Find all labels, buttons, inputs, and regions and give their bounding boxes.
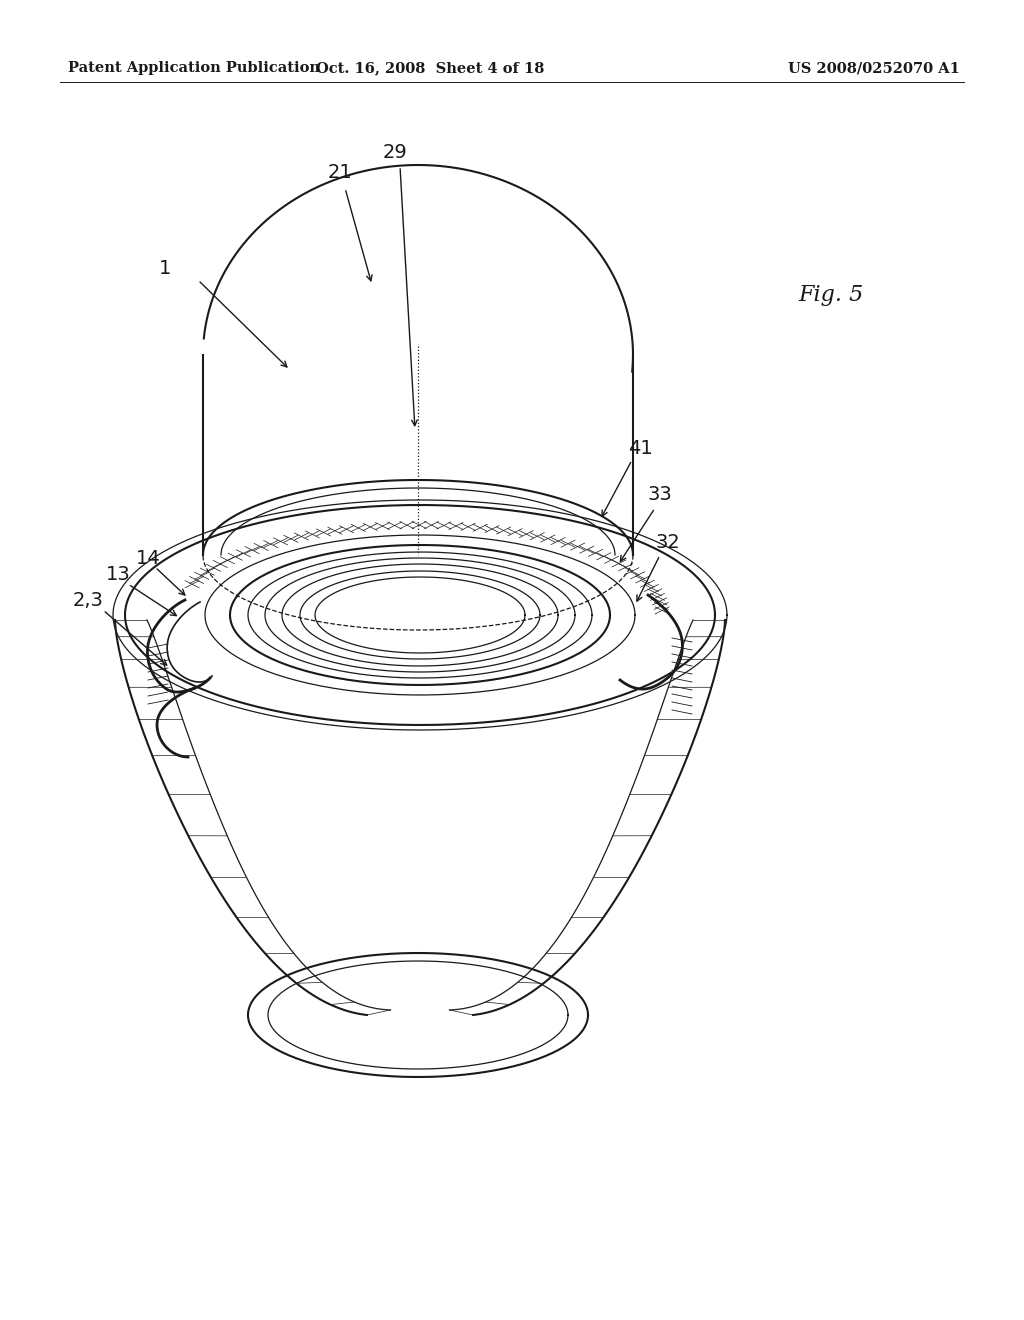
Text: 32: 32 [655,532,680,552]
Text: 1: 1 [159,259,171,277]
Text: Patent Application Publication: Patent Application Publication [68,61,319,75]
Text: 13: 13 [105,565,130,585]
Text: 41: 41 [628,438,652,458]
Text: 21: 21 [328,162,352,181]
Text: Fig. 5: Fig. 5 [798,284,863,306]
Text: 33: 33 [647,486,673,504]
Text: 14: 14 [135,549,161,568]
Text: US 2008/0252070 A1: US 2008/0252070 A1 [788,61,961,75]
Text: 2,3: 2,3 [73,590,103,610]
Text: 29: 29 [383,143,408,161]
Text: Oct. 16, 2008  Sheet 4 of 18: Oct. 16, 2008 Sheet 4 of 18 [315,61,544,75]
